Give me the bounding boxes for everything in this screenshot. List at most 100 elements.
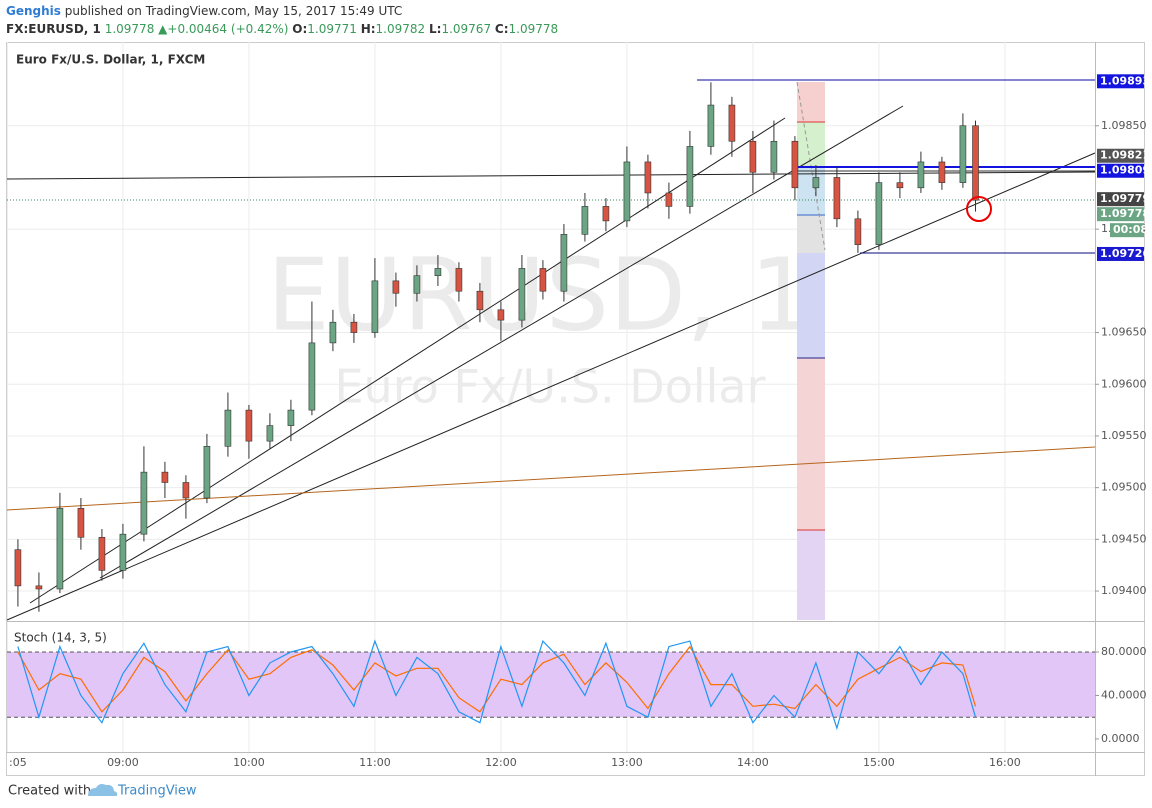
candle-body [665, 192, 673, 207]
position-zone [797, 358, 825, 530]
y-tick-label: 80.0000 [1101, 645, 1147, 658]
x-tick-label: 11:00 [359, 756, 391, 769]
candle-body [497, 309, 505, 321]
candle-body [119, 533, 127, 571]
logo[interactable] [88, 784, 118, 796]
ohlc-value: 1.09771 [307, 22, 357, 36]
candle-body [224, 409, 232, 447]
y-tick-label: 1.09650 [1101, 326, 1147, 339]
ohlc-label: H: [361, 22, 376, 36]
candle-body [875, 182, 883, 245]
stoch-band [7, 652, 1095, 718]
y-tick-label: 1.09400 [1101, 584, 1147, 597]
candle-body [518, 268, 526, 321]
x-tick-label: 09:00 [107, 756, 139, 769]
trend-line [99, 105, 904, 579]
ohlc-label: C: [495, 22, 509, 36]
candle-body [972, 125, 979, 201]
price-label: 1.09893 [1100, 74, 1150, 87]
footer: Created with [8, 784, 91, 799]
candle-body [77, 508, 85, 538]
position-zone [797, 82, 825, 122]
stoch-line [17, 639, 977, 731]
trend-line [29, 117, 786, 604]
chart-title: Euro Fx/U.S. Dollar, 1, FXCM [16, 53, 205, 67]
candle-body [203, 445, 211, 499]
y-tick-label: 0.0000 [1101, 732, 1140, 745]
x-tick-label: 10:00 [233, 756, 265, 769]
price-label-box [1097, 192, 1144, 207]
y-tick-label: 1.09500 [1101, 481, 1147, 494]
y-tick-label: 1.09450 [1101, 532, 1147, 545]
candle-body [266, 425, 274, 442]
ohlc-label: O: [292, 22, 307, 36]
candle-body [245, 409, 253, 442]
x-tick-label: 14:00 [737, 756, 769, 769]
stoch-line [17, 645, 977, 713]
watermark: EURUSD, 1 [267, 236, 814, 353]
watermark-group: EURUSD, 1 Euro Fx/U.S. Dollar [267, 236, 814, 413]
candle-body [959, 125, 967, 183]
candle-body [476, 290, 484, 311]
symbol: FX:EURUSD, 1 [6, 22, 101, 36]
candle-body [140, 471, 148, 535]
x-tick-label: 16:00 [989, 756, 1021, 769]
x-tick-label: 13:00 [611, 756, 643, 769]
marks [7, 82, 1095, 731]
candle-body [896, 182, 904, 189]
x-tick-label: 15:00 [863, 756, 895, 769]
countdown: 00:08 [1113, 223, 1148, 236]
highlight-circle [966, 196, 992, 222]
candle-body [749, 140, 757, 173]
position-zone [797, 215, 825, 253]
up-arrow: ▲ [158, 22, 168, 36]
candle-body [455, 268, 463, 292]
y-tick-label: 1.09550 [1101, 429, 1147, 442]
candle-body [413, 275, 421, 294]
y-tick-label: 1.09600 [1101, 377, 1147, 390]
price-label-box [1097, 163, 1144, 178]
price-label: 1.09726 [1100, 247, 1150, 260]
trend-line [6, 446, 1096, 511]
candle-body [770, 140, 778, 173]
x-tick-label: :05 [9, 756, 27, 769]
axes: :05 09:00 10:00 11:00 12:00 13:00 14:00 15:00 16… [9, 74, 1150, 769]
position-zone [797, 167, 825, 215]
brand[interactable]: TradingView [117, 784, 197, 799]
price-label: 1.09779 [1100, 192, 1150, 205]
price-label: 1.09809 [1100, 164, 1150, 177]
quote-line: FX:EURUSD, 1 1.09778 ▲+0.00464 (+0.42%) … [6, 22, 558, 36]
trend-line [6, 171, 1096, 180]
candle-body [308, 342, 316, 411]
candle-body [392, 280, 400, 294]
candle-body [917, 161, 925, 189]
candle-body [287, 409, 295, 426]
x-tick-label: 12:00 [485, 756, 517, 769]
candle-body [539, 268, 547, 292]
price-label: 1.09821 [1100, 149, 1150, 162]
candle-body [938, 161, 946, 183]
price-label-box [1097, 148, 1144, 163]
candle-body [644, 161, 652, 194]
candle-body [350, 321, 358, 333]
price-label-box [1097, 74, 1144, 89]
candle-body [98, 536, 106, 571]
candle-body [602, 206, 610, 222]
price-label: 1.09778 [1100, 207, 1150, 220]
ohlc-value: 1.09782 [376, 22, 426, 36]
indicator-title: Stoch (14, 3, 5) [14, 631, 107, 645]
candle-body [812, 177, 820, 189]
candle-body [791, 140, 799, 189]
ohlc-value: 1.09767 [441, 22, 491, 36]
countdown-box [1110, 223, 1144, 238]
candle-body [329, 321, 337, 344]
y-tick-label: 1.09850 [1101, 119, 1147, 132]
candle-body [371, 280, 379, 333]
publisher[interactable]: Genghis [6, 4, 61, 18]
position-zone [797, 530, 825, 620]
candle-body [581, 206, 589, 235]
candle-body [833, 177, 841, 220]
candle-body [161, 471, 169, 483]
y-tick-label: 40.0000 [1101, 688, 1147, 701]
candle-body [434, 268, 442, 276]
